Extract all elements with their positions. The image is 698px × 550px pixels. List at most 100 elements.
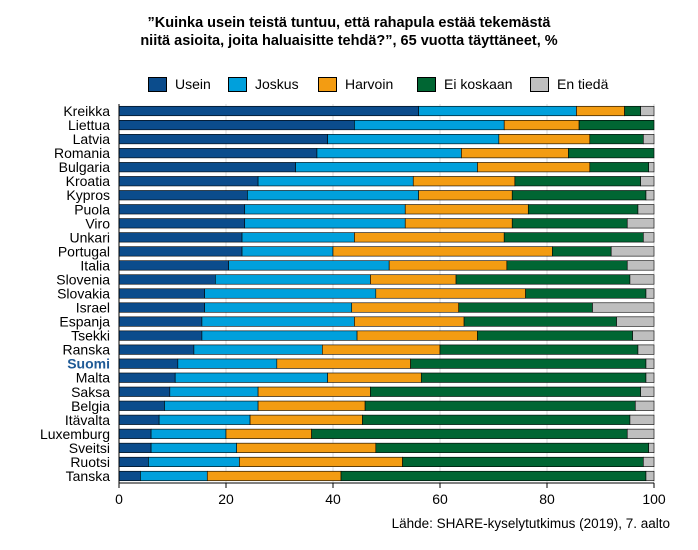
bar-segment-itävalta-4 — [629, 414, 655, 425]
bar-segment-liettua-1 — [354, 120, 505, 131]
bar-segment-kypros-0 — [118, 190, 248, 201]
legend-item-0: Usein — [148, 74, 211, 94]
bar-segment-slovenia-3 — [455, 274, 631, 285]
x-tick-label-80: 80 — [539, 491, 555, 507]
bar-segment-belgia-0 — [118, 400, 165, 411]
bar-segment-ruotsi-0 — [118, 456, 149, 467]
bar-segment-luxemburg-0 — [118, 428, 152, 439]
bar-segment-sveitsi-0 — [118, 442, 152, 453]
source-note: Lähde: SHARE-kyselytutkimus (2019), 7. a… — [391, 516, 670, 531]
bar-segment-bulgaria-4 — [648, 162, 655, 173]
bar-segment-saksa-1 — [169, 386, 259, 397]
bar-segment-kroatia-4 — [640, 176, 655, 187]
bar-segment-slovenia-0 — [118, 274, 216, 285]
bar-segment-viro-4 — [626, 218, 655, 229]
legend-label-3: Ei koskaan — [444, 76, 513, 92]
x-tick-label-0: 0 — [115, 491, 123, 507]
bar-segment-kypros-2 — [418, 190, 513, 201]
bar-segment-kypros-3 — [511, 190, 647, 201]
bar-segment-suomi-3 — [410, 358, 647, 369]
bar-segment-suomi-4 — [645, 358, 655, 369]
bar-segment-itävalta-3 — [362, 414, 631, 425]
bar-segment-unkari-3 — [503, 232, 644, 243]
bar-segment-belgia-3 — [364, 400, 636, 411]
bar-segment-kreikka-1 — [418, 105, 577, 117]
bar-segment-tsekki-0 — [118, 330, 203, 341]
legend-label-1: Joskus — [255, 76, 299, 92]
x-tick-label-100: 100 — [642, 491, 666, 507]
legend-swatch-0 — [148, 76, 167, 92]
bar-segment-slovakia-0 — [118, 288, 205, 299]
x-tick-label-40: 40 — [325, 491, 341, 507]
category-label-itävalta: Itävalta — [65, 412, 110, 428]
bar-segment-saksa-3 — [370, 386, 641, 397]
bar-segment-israel-2 — [351, 302, 460, 313]
category-label-saksa: Saksa — [71, 384, 110, 400]
bar-segment-liettua-3 — [578, 120, 655, 131]
bar-segment-puola-2 — [404, 204, 529, 215]
bar-segment-puola-1 — [244, 204, 406, 215]
bar-segment-ruotsi-2 — [239, 456, 403, 467]
legend-swatch-1 — [228, 76, 247, 92]
bar-segment-kypros-4 — [645, 190, 655, 201]
legend-item-3: Ei koskaan — [417, 74, 512, 94]
bar-segment-italia-2 — [388, 260, 508, 271]
category-label-espanja: Espanja — [59, 314, 110, 330]
bar-segment-israel-0 — [118, 302, 205, 313]
legend-swatch-4 — [530, 76, 549, 92]
bar-segment-ruotsi-1 — [148, 456, 240, 467]
bar-segment-bulgaria-2 — [477, 162, 591, 173]
bar-segment-suomi-2 — [276, 358, 411, 369]
bar-segment-kroatia-3 — [514, 176, 641, 187]
bar-segment-israel-4 — [592, 302, 655, 313]
bar-segment-espanja-1 — [201, 316, 355, 327]
bar-segment-sveitsi-4 — [648, 442, 655, 453]
category-label-liettua: Liettua — [68, 117, 110, 133]
bar-segment-sveitsi-1 — [150, 442, 238, 453]
bar-segment-malta-1 — [174, 372, 328, 383]
bar-segment-tsekki-4 — [632, 330, 655, 341]
legend-item-1: Joskus — [228, 74, 299, 94]
bar-segment-romania-0 — [118, 148, 318, 159]
category-label-italia: Italia — [80, 257, 110, 273]
bar-segment-kroatia-0 — [118, 176, 259, 187]
category-label-tsekki: Tsekki — [71, 328, 110, 344]
bar-segment-itävalta-0 — [118, 414, 160, 425]
bar-segment-slovenia-2 — [370, 274, 457, 285]
category-label-romania: Romania — [54, 145, 110, 161]
legend-label-0: Usein — [175, 76, 211, 92]
bar-segment-belgia-4 — [634, 400, 655, 411]
bar-segment-sveitsi-2 — [236, 442, 377, 453]
bar-segment-portugal-4 — [610, 246, 655, 257]
bar-segment-luxemburg-1 — [150, 428, 227, 439]
legend-item-4: En tiedä — [530, 74, 608, 94]
chart-title: ”Kuinka usein teistä tuntuu, että rahapu… — [0, 14, 698, 50]
bar-segment-italia-1 — [228, 260, 390, 271]
category-label-israel: Israel — [76, 300, 110, 316]
bar-segment-slovakia-3 — [525, 288, 647, 299]
bar-segment-viro-0 — [118, 218, 246, 229]
bar-segment-puola-3 — [527, 204, 639, 215]
bar-segment-latvia-3 — [589, 134, 644, 145]
bar-segment-slovenia-4 — [629, 274, 655, 285]
bar-segment-latvia-4 — [642, 134, 655, 145]
bar-segment-tanska-3 — [340, 470, 647, 482]
bar-segment-romania-2 — [461, 148, 569, 159]
bar-segment-israel-1 — [204, 302, 353, 313]
legend-item-2: Harvoin — [318, 74, 393, 94]
category-label-latvia: Latvia — [73, 131, 111, 147]
bar-segment-portugal-0 — [118, 246, 243, 257]
bar-segment-tsekki-3 — [477, 330, 633, 341]
bar-segment-bulgaria-1 — [295, 162, 478, 173]
bar-segment-itävalta-1 — [158, 414, 251, 425]
bar-segment-kreikka-2 — [576, 105, 625, 117]
bar-segment-ruotsi-4 — [642, 456, 655, 467]
bar-segment-ranska-2 — [321, 344, 441, 355]
bar-segment-liettua-0 — [118, 120, 355, 131]
bar-segment-slovakia-4 — [645, 288, 655, 299]
bar-segment-ranska-1 — [193, 344, 323, 355]
bar-segment-slovakia-2 — [375, 288, 526, 299]
bar-segment-ruotsi-3 — [402, 456, 644, 467]
legend-label-4: En tiedä — [557, 76, 609, 92]
bar-segment-unkari-1 — [241, 232, 355, 243]
